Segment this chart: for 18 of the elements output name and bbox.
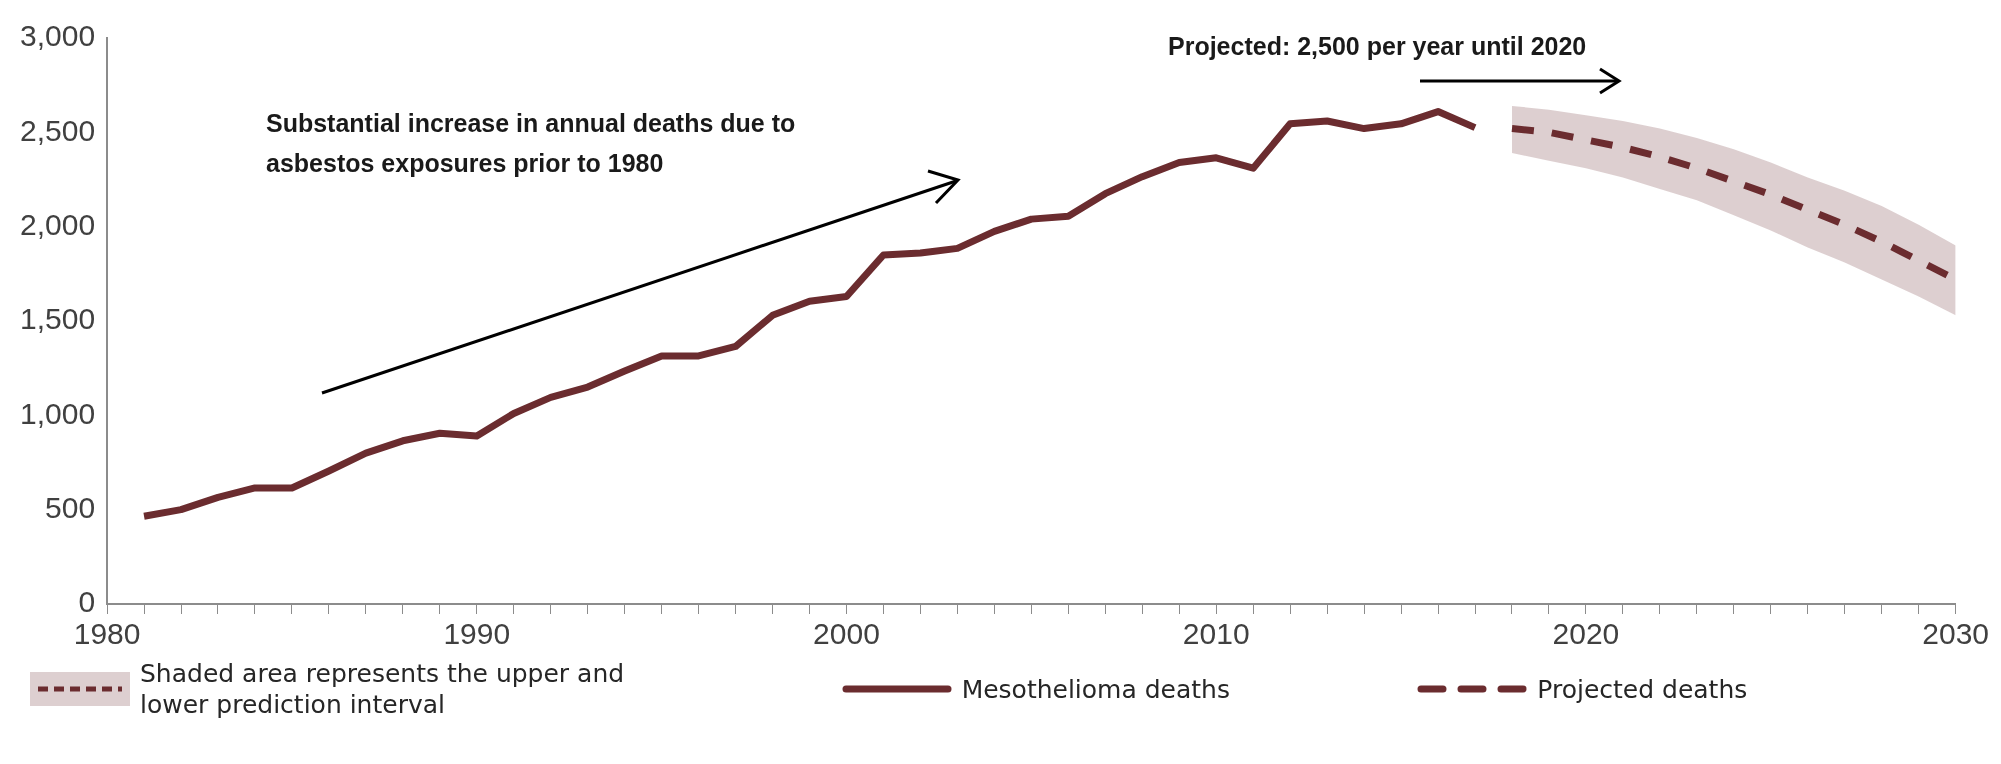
y-tick-label: 1,000 [20,396,96,430]
text: Shaded area represents the upper and lower prediction interval [140,658,626,720]
annotation: Projected: 2,500 per year until 2020 [1168,32,1587,61]
y-tick-label: 0 [78,585,96,619]
x-tick-label: 1990 [443,617,511,651]
x-tick-label: 1980 [73,617,141,651]
legend-label: Projected deaths [1537,673,1748,705]
y-tick-label: 1,500 [20,302,96,336]
x-tick-label: 2000 [813,617,880,651]
legend-label: Mesothelioma deaths [961,673,1230,705]
y-tick-label: 3,000 [20,19,96,53]
x-tick-label: 2010 [1182,617,1250,651]
y-tick-label: 2,500 [20,113,96,147]
annotation: Substantial increase in annual deaths due to asbestos exposures prior to 1980 [266,108,797,179]
y-tick-label: 500 [45,490,96,524]
x-tick-label: 2030 [1922,617,1990,651]
x-tick-label: 2020 [1552,617,1620,651]
y-tick-label: 2,000 [20,207,96,241]
